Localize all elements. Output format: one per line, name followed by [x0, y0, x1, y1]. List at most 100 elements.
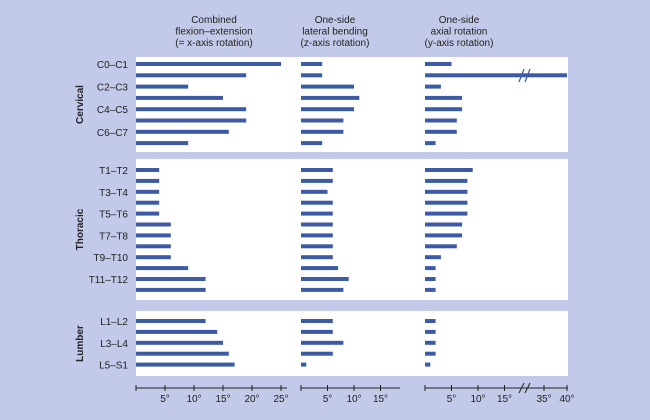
level-label: T5–T6 — [99, 210, 128, 221]
column-title-flexext: (= x-axis rotation) — [175, 38, 253, 49]
column-title-lateral: lateral bending — [302, 27, 368, 38]
bar-axial — [425, 200, 468, 205]
bar-axial — [425, 329, 436, 334]
bar-axial — [425, 73, 567, 78]
bar-flexext — [136, 178, 160, 183]
bar-axial — [425, 211, 468, 216]
bar-axial — [425, 118, 457, 123]
level-label: T1–T2 — [99, 166, 128, 177]
bar-flexext — [136, 189, 160, 194]
bar-flexext — [136, 222, 171, 227]
flexext-tick-label: 5° — [160, 394, 170, 405]
bar-flexext — [136, 233, 171, 238]
bar-flexext — [136, 319, 206, 323]
bar-axial — [425, 84, 441, 89]
bar-lateral — [301, 73, 323, 78]
bar-axial — [425, 233, 463, 238]
bar-flexext — [136, 244, 171, 249]
bar-flexext — [136, 211, 160, 216]
level-label: C4–C5 — [97, 105, 129, 116]
bar-axial — [425, 362, 431, 367]
bar-axial — [425, 107, 463, 112]
flexext-tick-label: 10° — [186, 394, 201, 405]
bar-lateral — [301, 255, 333, 260]
flexext-tick-label: 20° — [244, 394, 259, 405]
axial-tick-label: 5° — [447, 394, 457, 405]
level-label: L1–L2 — [100, 317, 128, 328]
lateral-tick-label: 5° — [323, 394, 333, 405]
bar-flexext — [136, 340, 223, 345]
level-label: T7–T8 — [99, 231, 128, 242]
bar-flexext — [136, 200, 160, 205]
flexext-tick-label: 25° — [273, 394, 288, 405]
region-panel-0 — [136, 57, 568, 152]
column-title-axial: One-side — [439, 15, 480, 26]
region-label: Thoracic — [75, 208, 86, 250]
bar-axial — [425, 340, 436, 345]
bar-lateral — [301, 200, 333, 205]
region-label: Cervical — [75, 85, 86, 124]
bar-lateral — [301, 287, 344, 292]
lateral-tick-label: 15° — [373, 394, 388, 405]
bar-flexext — [136, 73, 247, 78]
bar-axial — [425, 189, 468, 194]
bar-lateral — [301, 141, 323, 146]
column-title-axial: (y-axis rotation) — [425, 38, 494, 49]
axial-tick-label: 15° — [497, 394, 512, 405]
bar-flexext — [136, 129, 229, 134]
bar-axial — [425, 244, 457, 249]
region-label: Lumber — [75, 325, 86, 362]
bar-lateral — [301, 211, 333, 216]
bar-axial — [425, 287, 436, 292]
bar-flexext — [136, 107, 247, 112]
bar-axial — [425, 319, 436, 323]
bar-axial — [425, 351, 436, 356]
bar-lateral — [301, 107, 354, 112]
bar-axial — [425, 141, 436, 146]
bar-axial — [425, 129, 457, 134]
bar-axial — [425, 178, 468, 183]
bar-flexext — [136, 266, 189, 271]
bar-flexext — [136, 351, 229, 356]
bar-flexext — [136, 118, 247, 123]
bar-flexext — [136, 277, 206, 281]
level-label: T11–T12 — [89, 275, 129, 286]
level-label: L5–S1 — [99, 361, 128, 372]
bar-lateral — [301, 84, 354, 89]
axis-break-mark — [518, 68, 531, 83]
bar-flexext — [136, 95, 223, 100]
bar-lateral — [301, 95, 360, 100]
bar-flexext — [136, 329, 218, 334]
axial-tick-label: 35° — [536, 394, 551, 405]
bar-lateral — [301, 351, 333, 356]
column-title-flexext: flexion–extension — [175, 27, 252, 38]
bar-lateral — [301, 362, 307, 367]
bar-lateral — [301, 222, 333, 227]
column-title-lateral: One-side — [315, 15, 356, 26]
bar-flexext — [136, 255, 171, 260]
level-label: C0–C1 — [97, 60, 129, 71]
bar-lateral — [301, 319, 333, 323]
column-title-axial: axial rotation — [431, 27, 488, 38]
bar-lateral — [301, 62, 323, 66]
level-label: T9–T10 — [94, 253, 129, 264]
bar-axial — [425, 168, 473, 172]
lateral-tick-label: 10° — [346, 394, 361, 405]
bar-axial — [425, 62, 452, 66]
bar-flexext — [136, 287, 206, 292]
flexext-tick-label: 15° — [215, 394, 230, 405]
bar-axial — [425, 95, 463, 100]
column-title-lateral: (z-axis rotation) — [301, 38, 370, 49]
bar-flexext — [136, 168, 160, 172]
bar-lateral — [301, 118, 344, 123]
level-label: T3–T4 — [99, 188, 128, 199]
bar-lateral — [301, 329, 333, 334]
level-label: C6–C7 — [97, 128, 129, 139]
bar-lateral — [301, 244, 333, 249]
bar-lateral — [301, 178, 333, 183]
bar-flexext — [136, 84, 189, 89]
axial-tick-label: 10° — [470, 394, 485, 405]
bar-axial — [425, 266, 436, 271]
axial-tick-label: 40° — [559, 394, 574, 405]
